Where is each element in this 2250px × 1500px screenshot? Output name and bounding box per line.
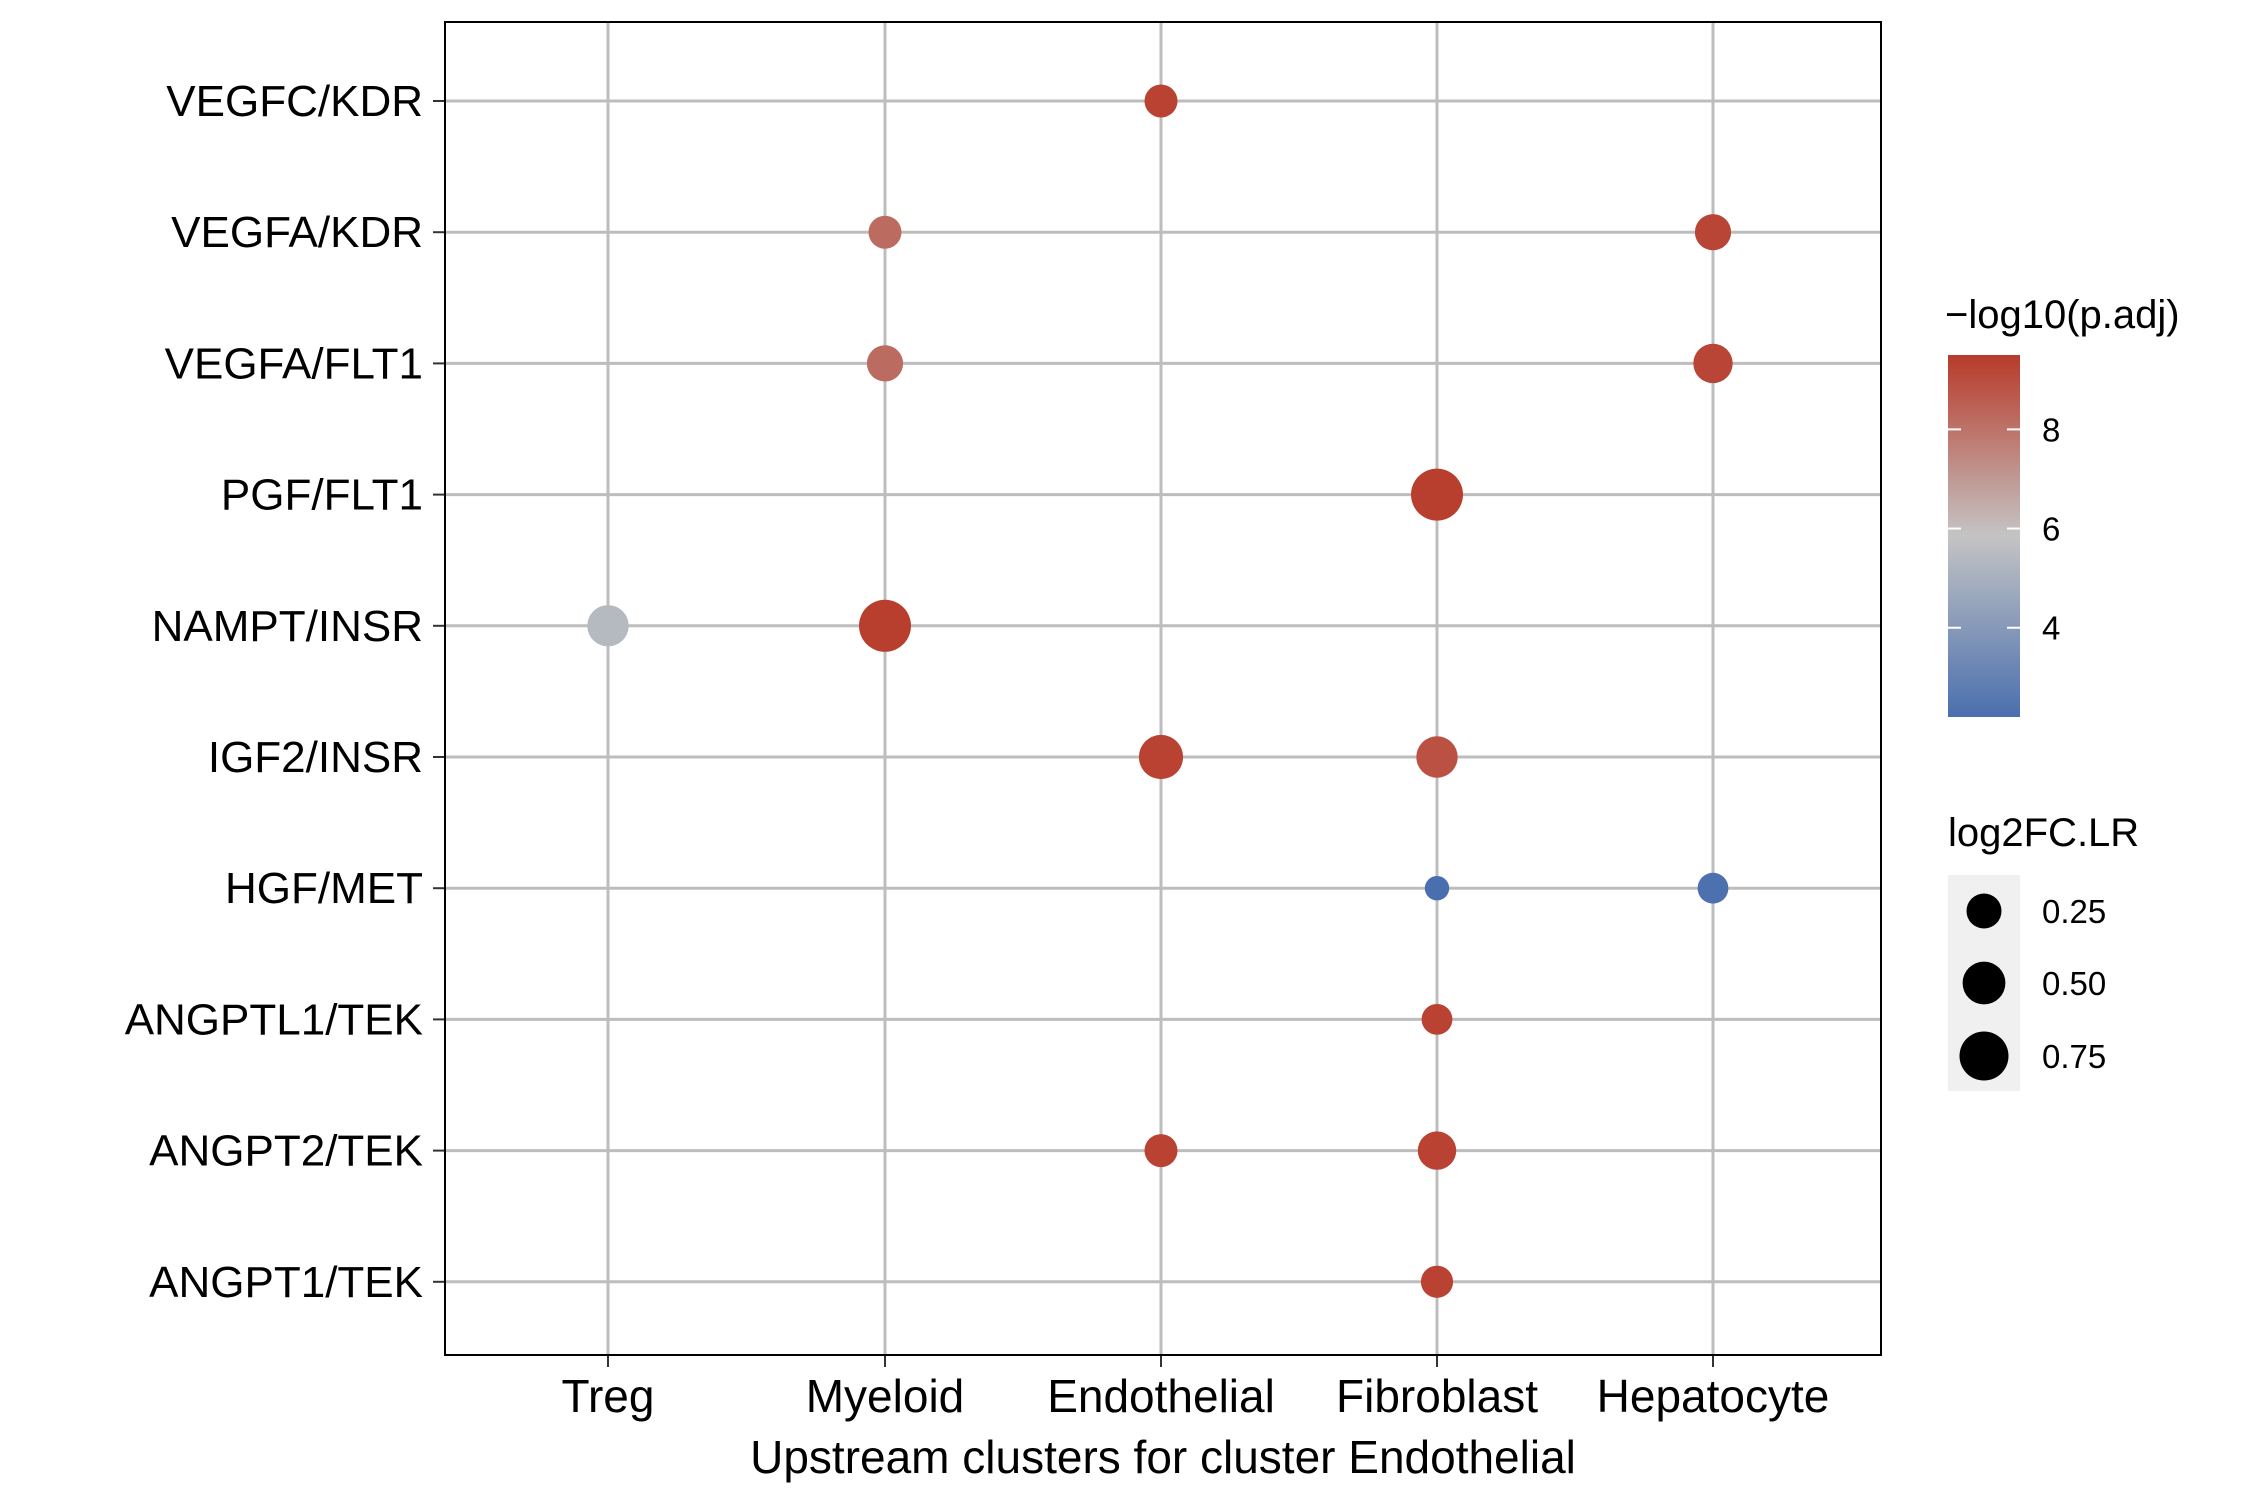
data-point	[1416, 736, 1458, 778]
size-legend-title: log2FC.LR	[1948, 811, 2139, 855]
y-tick-label: PGF/FLT1	[221, 471, 423, 520]
y-tick-label: ANGPT2/TEK	[149, 1127, 423, 1176]
color-legend-bar	[1948, 355, 2020, 717]
colorbar-tick-label: 8	[2042, 411, 2060, 448]
data-point	[1144, 84, 1178, 118]
colorbar-tick-label: 4	[2042, 610, 2060, 647]
panel-border	[444, 21, 1882, 1356]
y-tick-label: NAMPT/INSR	[152, 602, 423, 651]
colorbar-tick-label: 6	[2042, 511, 2060, 548]
x-tick-label: Treg	[562, 1370, 655, 1422]
data-point	[1694, 214, 1732, 251]
size-legend: log2FC.LR 0.25 0.50 0.75	[1948, 811, 2139, 1091]
size-legend-label: 0.25	[2042, 893, 2106, 930]
color-legend-title: −log10(p.adj)	[1945, 293, 2180, 337]
y-tick-label: HGF/MET	[225, 864, 423, 913]
data-point	[1421, 1004, 1453, 1035]
y-tick-label: VEGFC/KDR	[166, 77, 423, 126]
size-legend-key	[1959, 1031, 2009, 1081]
data-point	[859, 599, 911, 652]
y-tick-label: VEGFA/KDR	[171, 208, 423, 257]
data-point	[1424, 876, 1450, 901]
y-tick-label: VEGFA/FLT1	[165, 339, 423, 388]
size-legend-key	[1962, 961, 2006, 1005]
data-point	[1417, 1131, 1457, 1170]
data-point	[1693, 343, 1733, 384]
y-tick-label: ANGPT1/TEK	[149, 1258, 423, 1307]
y-tick-label: ANGPTL1/TEK	[125, 995, 423, 1044]
x-tick-label: Hepatocyte	[1597, 1370, 1830, 1422]
data-point	[1144, 1134, 1178, 1168]
y-tick-label: IGF2/INSR	[208, 733, 423, 782]
x-axis-label: Upstream clusters for cluster Endothelia…	[750, 1431, 1576, 1483]
size-legend-key	[1966, 893, 2002, 929]
data-point	[868, 215, 902, 249]
color-legend: −log10(p.adj) 4 6 8	[1945, 293, 2180, 717]
x-tick-label: Fibroblast	[1336, 1370, 1538, 1422]
size-legend-label: 0.50	[2042, 965, 2106, 1002]
data-point	[1697, 872, 1729, 904]
data-point	[587, 605, 629, 647]
size-legend-label: 0.75	[2042, 1038, 2106, 1075]
x-tick-label: Myeloid	[806, 1370, 965, 1422]
data-point	[1411, 468, 1463, 521]
data-point	[1420, 1265, 1454, 1298]
data-points	[587, 84, 1733, 1298]
data-point	[866, 345, 904, 382]
axes: Treg Myeloid Endothelial Fibroblast Hepatocy…	[125, 77, 1830, 1422]
data-point	[1138, 734, 1184, 780]
x-tick-label: Endothelial	[1047, 1370, 1275, 1422]
